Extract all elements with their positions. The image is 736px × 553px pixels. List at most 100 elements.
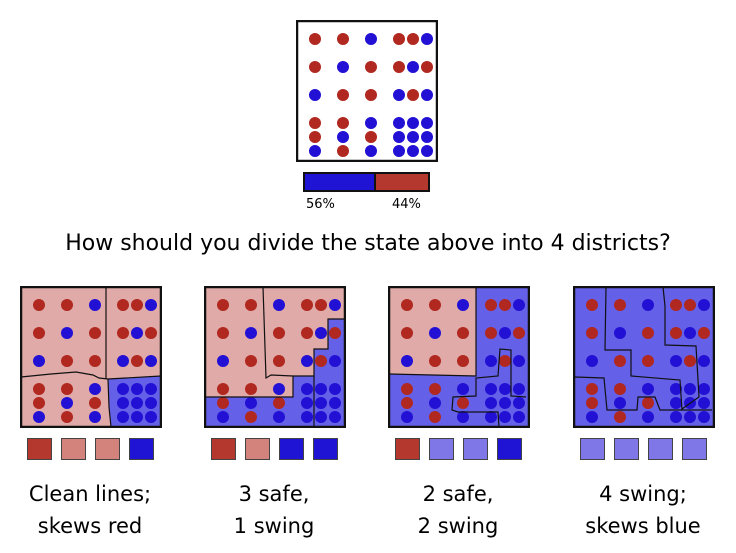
blue-voter-dot: [499, 327, 511, 339]
district-plan-map-1: [19, 285, 163, 432]
blue-voter-dot: [273, 411, 285, 423]
blue-voter-dot: [217, 355, 229, 367]
district-swatch-swing-blue: [580, 438, 605, 460]
red-voter-dot: [33, 299, 45, 311]
map-border: [295, 19, 439, 163]
blue-voter-dot: [499, 397, 511, 409]
blue-voter-dot: [301, 397, 313, 409]
blue-voter-dot: [301, 411, 313, 423]
blue-voter-dot: [309, 89, 321, 101]
red-voter-dot: [642, 397, 654, 409]
district-swatch-safe-blue: [279, 438, 304, 460]
district-plan-map-2: [203, 285, 347, 432]
district-outcome-swatches: [27, 438, 154, 460]
blue-voter-dot: [485, 383, 497, 395]
map-border: [572, 285, 716, 429]
district-swatch-safe-blue: [313, 438, 338, 460]
blue-voter-dot: [421, 33, 433, 45]
red-voter-dot: [117, 299, 129, 311]
red-voter-dot: [429, 383, 441, 395]
plan-caption: 4 swing; skews blue: [551, 478, 735, 542]
plan-caption-line: 3 safe,: [238, 482, 310, 506]
blue-voter-dot: [117, 355, 129, 367]
blue-voter-dot: [315, 327, 327, 339]
blue-voter-dot: [329, 397, 341, 409]
red-voter-dot: [245, 383, 257, 395]
red-voter-dot: [337, 89, 349, 101]
blue-voter-dot: [393, 145, 405, 157]
red-voter-dot: [485, 327, 497, 339]
blue-voter-dot: [499, 411, 511, 423]
red-voter-dot: [33, 327, 45, 339]
blue-voter-dot: [513, 383, 525, 395]
red-voter-dot: [315, 355, 327, 367]
plan-caption-line: Clean lines;: [28, 482, 152, 506]
red-voter-dot: [309, 131, 321, 143]
red-voter-dot: [301, 327, 313, 339]
map-border: [19, 285, 163, 429]
blue-voter-dot: [145, 355, 157, 367]
district-boundary: [205, 318, 345, 398]
blue-voter-dot: [401, 355, 413, 367]
blue-voter-dot: [698, 397, 710, 409]
red-voter-dot: [245, 411, 257, 423]
district-boundary: [388, 287, 477, 377]
blue-voter-dot: [670, 411, 682, 423]
blue-voter-dot: [684, 383, 696, 395]
blue-voter-dot: [614, 397, 626, 409]
red-voter-dot: [273, 355, 285, 367]
red-voter-dot: [337, 117, 349, 129]
blue-voter-dot: [33, 355, 45, 367]
red-voter-dot: [301, 299, 313, 311]
district-plan-map-4: [572, 285, 716, 432]
blue-voter-dot: [61, 327, 73, 339]
red-voter-dot: [217, 327, 229, 339]
red-voter-dot: [586, 383, 598, 395]
red-voter-dot: [407, 33, 419, 45]
plan-caption: 2 safe, 2 swing: [366, 478, 550, 542]
blue-voter-dot: [513, 397, 525, 409]
blue-voter-dot: [429, 397, 441, 409]
district-boundary: [574, 376, 682, 411]
red-voter-dot: [586, 327, 598, 339]
red-voter-dot: [586, 299, 598, 311]
red-voter-dot: [89, 355, 101, 367]
plan-caption-line: skews red: [37, 514, 143, 538]
vote-share-bar: [303, 172, 430, 192]
red-voter-dot: [309, 117, 321, 129]
red-voter-dot: [421, 61, 433, 73]
blue-voter-dot: [329, 383, 341, 395]
red-voter-dot: [337, 145, 349, 157]
blue-voter-dot: [421, 117, 433, 129]
map-border: [203, 285, 347, 429]
red-voter-dot: [457, 355, 469, 367]
red-voter-dot: [513, 327, 525, 339]
red-voter-dot: [145, 327, 157, 339]
district-boundary: [662, 286, 700, 410]
red-voter-dot: [337, 33, 349, 45]
red-voter-dot: [429, 355, 441, 367]
blue-share-fill: [305, 174, 376, 190]
blue-voter-dot: [337, 131, 349, 143]
blue-voter-dot: [131, 383, 143, 395]
blue-voter-dot: [301, 383, 313, 395]
blue-voter-dot: [393, 131, 405, 143]
red-voter-dot: [217, 299, 229, 311]
red-voter-dot: [365, 61, 377, 73]
red-voter-dot: [309, 33, 321, 45]
red-voter-dot: [684, 355, 696, 367]
district-outcome-swatches: [580, 438, 707, 460]
red-voter-dot: [245, 355, 257, 367]
red-share-fill: [375, 174, 428, 190]
red-voter-dot: [117, 327, 129, 339]
red-voter-dot: [273, 327, 285, 339]
red-voter-dot: [245, 299, 257, 311]
red-voter-dot: [393, 61, 405, 73]
red-voter-dot: [365, 131, 377, 143]
red-voter-dot: [89, 397, 101, 409]
blue-voter-dot: [421, 89, 433, 101]
red-voter-dot: [429, 411, 441, 423]
district-swatch-safe-red: [395, 438, 420, 460]
blue-voter-dot: [421, 145, 433, 157]
district-swatch-swing-red: [95, 438, 120, 460]
